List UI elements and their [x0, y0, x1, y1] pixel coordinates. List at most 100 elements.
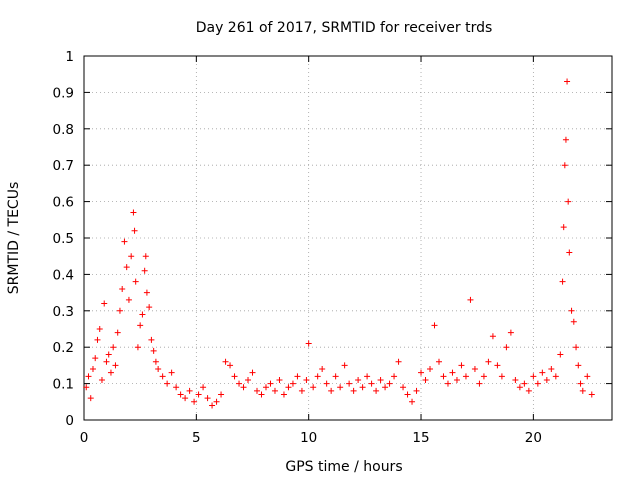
- data-point: [521, 380, 528, 387]
- data-point: [431, 322, 438, 329]
- data-point: [195, 391, 202, 398]
- data-point: [305, 340, 312, 347]
- data-point: [570, 318, 577, 325]
- data-point: [134, 344, 141, 351]
- data-point: [142, 253, 149, 260]
- data-point: [114, 329, 121, 336]
- data-point: [285, 384, 292, 391]
- data-point: [341, 362, 348, 369]
- data-point: [557, 351, 564, 358]
- data-point: [204, 395, 211, 402]
- data-point: [382, 384, 389, 391]
- data-point: [177, 391, 184, 398]
- data-point: [498, 373, 505, 380]
- data-point: [368, 380, 375, 387]
- data-point: [575, 362, 582, 369]
- x-tick-label: 15: [412, 430, 429, 446]
- data-point: [494, 362, 501, 369]
- data-point: [409, 398, 416, 405]
- data-point: [123, 264, 130, 271]
- x-tick-label: 20: [525, 430, 542, 446]
- data-point: [503, 344, 510, 351]
- data-point: [485, 358, 492, 365]
- data-point: [92, 355, 99, 362]
- y-tick-label: 0.1: [53, 377, 74, 393]
- data-point: [245, 376, 252, 383]
- data-point: [267, 380, 274, 387]
- data-point: [85, 373, 92, 380]
- data-point: [173, 384, 180, 391]
- data-point: [96, 326, 103, 332]
- data-point: [584, 373, 591, 380]
- data-point: [227, 362, 234, 369]
- data-point: [303, 376, 310, 383]
- data-point: [539, 369, 546, 376]
- grid: [84, 56, 612, 420]
- data-point: [391, 373, 398, 380]
- data-point: [346, 380, 353, 387]
- y-tick-label: 0.2: [53, 340, 74, 356]
- data-point: [516, 384, 523, 391]
- data-point: [559, 278, 566, 285]
- data-point: [562, 136, 569, 143]
- data-point: [125, 296, 132, 303]
- y-tick-label: 0: [65, 413, 74, 429]
- data-point: [137, 322, 144, 329]
- data-point: [213, 398, 220, 405]
- data-point: [418, 369, 425, 376]
- data-point: [236, 380, 243, 387]
- data-point: [422, 376, 429, 383]
- data-point: [565, 198, 572, 205]
- y-tick-label: 0.6: [53, 195, 74, 211]
- data-point: [395, 358, 402, 365]
- axis-ticks: 00.10.20.30.40.50.60.70.80.910 5 10 15 20: [53, 49, 612, 446]
- data-point: [332, 373, 339, 380]
- data-point: [543, 376, 550, 383]
- data-point: [155, 366, 162, 373]
- data-point: [560, 224, 567, 231]
- data-point: [152, 358, 159, 365]
- data-point: [413, 387, 420, 394]
- data-point: [159, 373, 166, 380]
- data-point: [209, 402, 216, 409]
- data-point: [440, 373, 447, 380]
- data-point: [386, 380, 393, 387]
- data-point: [130, 209, 137, 216]
- data-point: [107, 369, 114, 376]
- data-point: [328, 387, 335, 394]
- data-point: [579, 387, 586, 394]
- data-point: [103, 358, 110, 365]
- data-point: [471, 366, 478, 373]
- data-point: [148, 336, 155, 343]
- data-point: [534, 380, 541, 387]
- data-point: [577, 380, 584, 387]
- x-tick-label: 0: [80, 430, 89, 446]
- data-point: [258, 391, 265, 398]
- data-point: [139, 311, 146, 318]
- data-point: [112, 362, 119, 369]
- data-point: [94, 336, 101, 343]
- data-point: [564, 78, 571, 85]
- y-tick-label: 1: [65, 49, 74, 65]
- data-point: [280, 391, 287, 398]
- data-point: [314, 373, 321, 380]
- data-point: [132, 278, 139, 285]
- y-tick-label: 0.7: [53, 158, 74, 174]
- data-point: [319, 366, 326, 373]
- data-point: [467, 296, 474, 303]
- data-point: [566, 249, 573, 256]
- data-point: [355, 376, 362, 383]
- data-point: [141, 267, 148, 274]
- data-point: [548, 366, 555, 373]
- data-point: [231, 373, 238, 380]
- data-point: [218, 391, 225, 398]
- data-point: [364, 373, 371, 380]
- data-point: [146, 304, 153, 311]
- data-point: [131, 227, 138, 234]
- data-point: [168, 369, 175, 376]
- data-point: [240, 384, 247, 391]
- data-point: [359, 384, 366, 391]
- data-point: [435, 358, 442, 365]
- data-point: [105, 351, 112, 358]
